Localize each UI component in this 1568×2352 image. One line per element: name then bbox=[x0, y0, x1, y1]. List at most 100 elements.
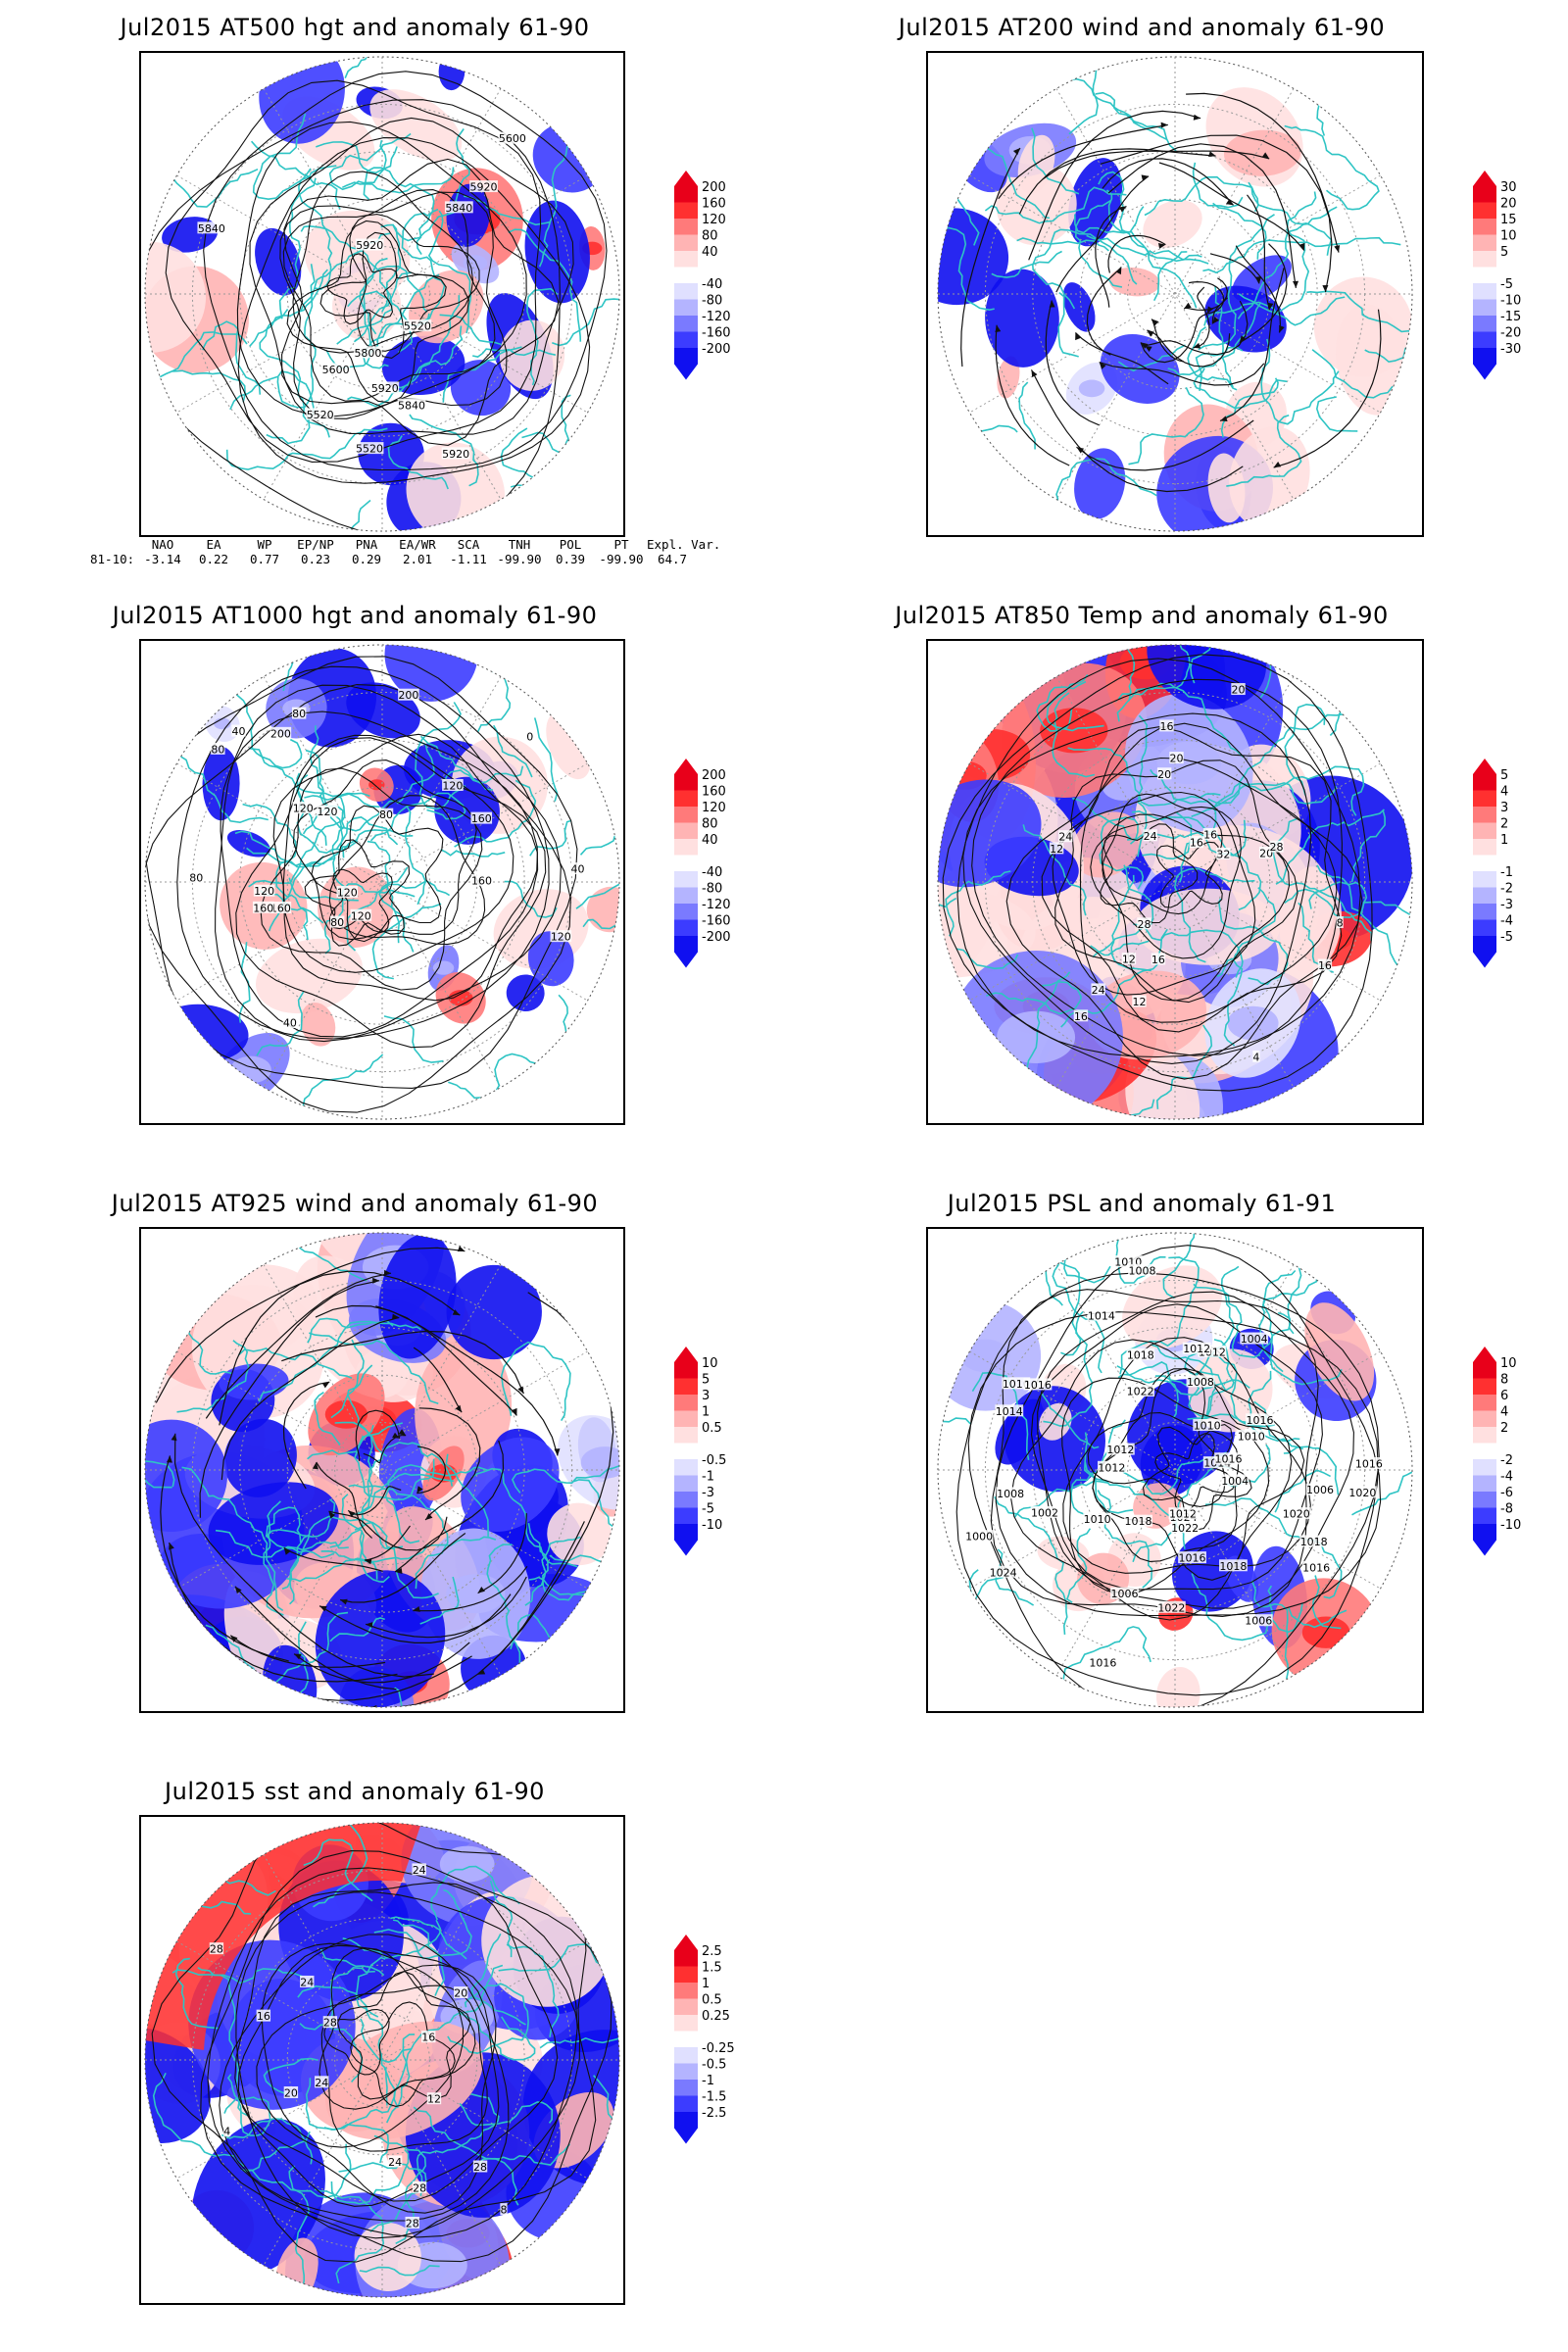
streamline bbox=[1076, 419, 1254, 471]
colorbar-label: -15 bbox=[1500, 310, 1521, 324]
contour-label: 1004 bbox=[1241, 1333, 1268, 1346]
coastline bbox=[1284, 881, 1368, 919]
anomaly-region bbox=[1143, 200, 1202, 248]
contour-line bbox=[165, 79, 542, 463]
contour-line bbox=[292, 171, 474, 354]
coastline bbox=[363, 167, 435, 256]
contour-line bbox=[203, 71, 608, 471]
panel-title: Jul2015 sst and anomaly 61-90 bbox=[165, 1778, 545, 1805]
coastline bbox=[299, 2023, 364, 2083]
contour-label: 40 bbox=[232, 725, 246, 738]
colorbar-swatch bbox=[674, 234, 698, 251]
colorbar-swatch bbox=[1473, 1459, 1496, 1476]
streamline bbox=[1095, 206, 1127, 308]
colorbar-arrow-bottom bbox=[674, 1540, 698, 1556]
index-header: TNH bbox=[508, 537, 531, 552]
contour-label-bg bbox=[329, 915, 345, 928]
coastline bbox=[1203, 296, 1346, 326]
coastline bbox=[215, 1529, 349, 1558]
colorbar-label: 1 bbox=[702, 1977, 710, 1991]
contour-label: 1010 bbox=[1084, 1513, 1111, 1526]
coastline bbox=[582, 918, 619, 974]
map-body bbox=[938, 57, 1412, 531]
coastline bbox=[337, 499, 371, 531]
streamline bbox=[477, 1513, 527, 1594]
contour-label-bg bbox=[211, 742, 225, 755]
coastline bbox=[1052, 692, 1096, 778]
coastline bbox=[336, 223, 402, 345]
streamline-arrow bbox=[1152, 318, 1159, 326]
contour-line bbox=[234, 1882, 559, 2202]
streamline-arrow bbox=[554, 1448, 561, 1456]
coastline bbox=[1214, 285, 1234, 388]
contour-label: 120 bbox=[442, 779, 463, 792]
coastline bbox=[1065, 1528, 1092, 1603]
streamline bbox=[364, 1525, 411, 1561]
index-value: 0.22 bbox=[198, 552, 229, 566]
colorbar-arrow-bottom bbox=[674, 364, 698, 380]
streamline bbox=[1107, 143, 1297, 288]
contour-label: 120 bbox=[254, 885, 274, 898]
coastline bbox=[409, 414, 479, 487]
colorbar-label: -10 bbox=[1500, 1518, 1521, 1533]
contour-label: 1016 bbox=[1179, 1552, 1206, 1565]
colorbar-arrow-bottom bbox=[674, 952, 698, 968]
coastline bbox=[1133, 923, 1244, 978]
contour-label: 160 bbox=[253, 902, 273, 914]
contour-label: 1006 bbox=[1306, 1484, 1334, 1496]
contour-line bbox=[281, 158, 560, 446]
coastline bbox=[1259, 645, 1289, 699]
contour-line bbox=[328, 795, 486, 946]
contour-label-bg bbox=[1126, 1348, 1155, 1360]
contour-label: 32 bbox=[1216, 848, 1230, 860]
coastline bbox=[1117, 1360, 1250, 1396]
streamline-arrow bbox=[279, 1688, 288, 1693]
streamline-arrow bbox=[294, 1653, 302, 1660]
anomaly-region bbox=[369, 89, 463, 162]
coastline bbox=[945, 870, 1011, 937]
contour-label: 1016 bbox=[1215, 1453, 1243, 1466]
contour-label-bg bbox=[209, 1942, 224, 1955]
coastline bbox=[1192, 162, 1244, 209]
contour-label: 20 bbox=[1232, 684, 1246, 697]
contour-label-bg bbox=[412, 2180, 427, 2193]
contour-label-bg bbox=[470, 811, 493, 824]
streamline bbox=[369, 1521, 585, 1707]
streamline bbox=[1273, 309, 1382, 468]
coastline bbox=[1253, 1400, 1300, 1443]
colorbar-label: -0.5 bbox=[702, 2058, 726, 2073]
contour-label: 1018 bbox=[1300, 1536, 1328, 1548]
contour-label: 5520 bbox=[404, 320, 431, 333]
coastline bbox=[302, 805, 347, 889]
coastline bbox=[447, 1983, 529, 2055]
coastline bbox=[416, 2093, 500, 2197]
coastline bbox=[353, 271, 412, 343]
streamline-arrow bbox=[1279, 324, 1285, 333]
coastline bbox=[354, 1422, 435, 1501]
contour-label-bg bbox=[387, 2155, 403, 2168]
colorbar-swatch bbox=[1473, 871, 1496, 888]
contour-label-bg bbox=[1083, 1512, 1112, 1525]
contour-label: 1022 bbox=[1171, 1522, 1199, 1535]
meridian-line bbox=[176, 762, 588, 1002]
map-frame bbox=[926, 51, 1424, 537]
colorbar-swatch bbox=[674, 904, 698, 920]
contour-label-bg bbox=[1049, 842, 1064, 855]
colorbar-arrow-bottom bbox=[674, 2128, 698, 2144]
index-header: Expl. Var. bbox=[647, 537, 721, 552]
coastline bbox=[348, 1472, 455, 1489]
streamline-arrow bbox=[1193, 342, 1201, 349]
index-value: 0.77 bbox=[249, 552, 280, 566]
contour-label: 1008 bbox=[1128, 1264, 1155, 1277]
contour-label-bg bbox=[350, 908, 372, 921]
coastline bbox=[328, 132, 412, 191]
streamline-arrow bbox=[283, 1547, 291, 1555]
colorbar-label: -160 bbox=[702, 326, 731, 341]
contour-line bbox=[256, 1964, 497, 2214]
contour-line bbox=[1005, 722, 1363, 1080]
colorbar-label: -3 bbox=[1500, 898, 1513, 912]
streamline bbox=[155, 1247, 466, 1403]
coastline bbox=[1191, 782, 1338, 817]
coastline bbox=[440, 849, 506, 858]
